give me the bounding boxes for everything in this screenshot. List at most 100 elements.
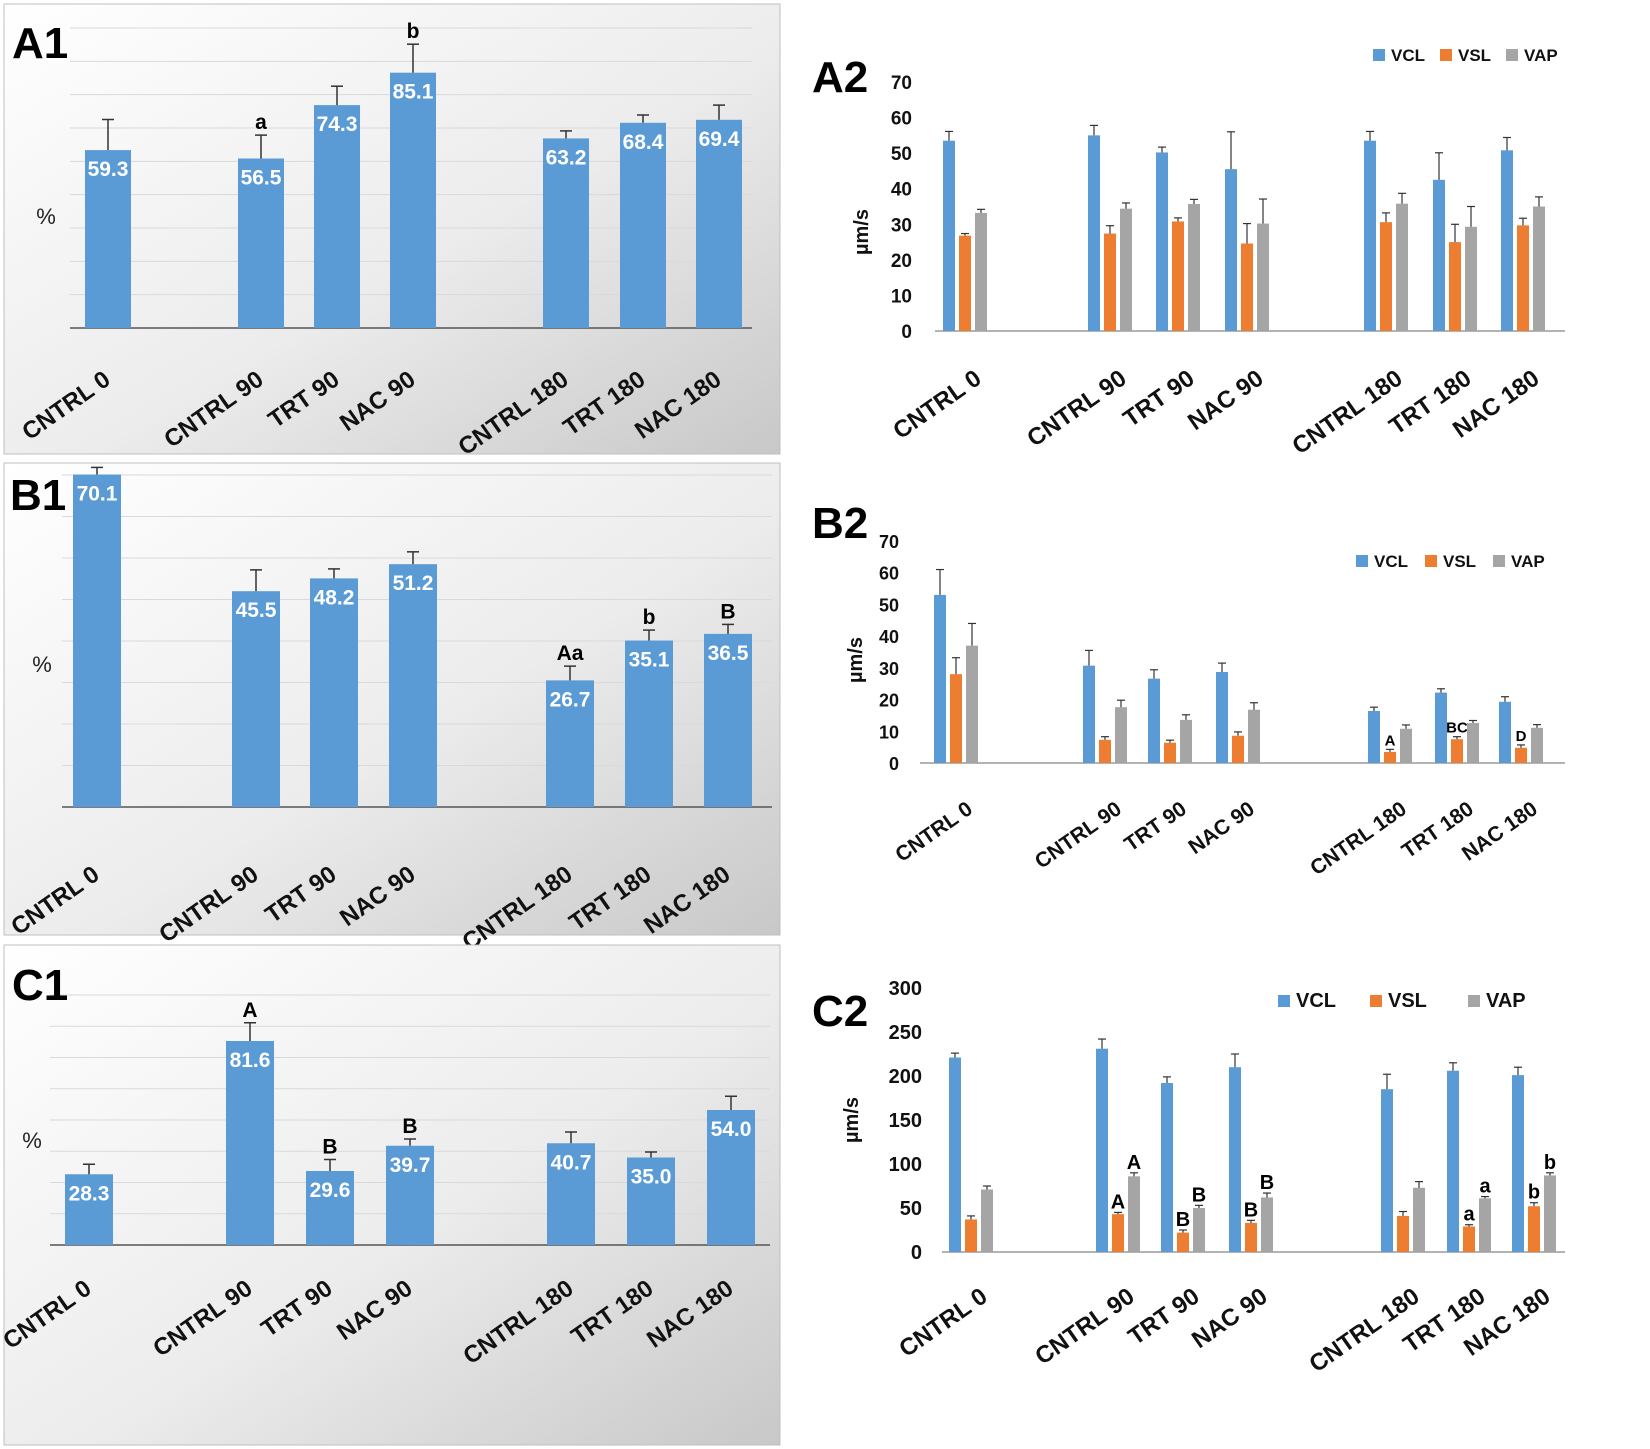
bar-vap — [981, 1189, 993, 1252]
legend-swatch-vsl — [1425, 555, 1437, 567]
y-tick-label: 70 — [891, 73, 912, 94]
bar-vsl — [1172, 221, 1184, 331]
legend-label-vsl: VSL — [1443, 552, 1476, 571]
y-tick-label: 60 — [879, 564, 899, 584]
bar-vcl — [1161, 1083, 1173, 1252]
bar-vcl — [1229, 1067, 1241, 1252]
x-tick-label: CNTRL 0 — [891, 797, 977, 866]
y-tick-label: 300 — [889, 978, 922, 1000]
x-tick-label: CNTRL 90 — [1030, 1283, 1139, 1371]
x-tick-label: CNTRL 180 — [1287, 365, 1407, 460]
chart-title: B1 — [10, 471, 66, 520]
data-label: 36.5 — [708, 642, 749, 665]
x-tick-label: CNTRL 180 — [1306, 797, 1411, 880]
y-tick-label: 10 — [879, 722, 899, 742]
data-label: 39.7 — [390, 1154, 431, 1177]
bar — [306, 1171, 354, 1245]
legend-swatch-vap — [1506, 49, 1518, 61]
data-label: 54.0 — [711, 1118, 752, 1141]
chart-b2: B2 µm/s 0 10 20 30 40 50 60 70 A BC D CNTRL 0 CNTRL 90… — [812, 499, 1565, 880]
y-tick-label: 200 — [889, 1066, 922, 1088]
bar-vap — [1128, 1176, 1140, 1252]
y-tick-label: 250 — [889, 1022, 922, 1044]
significance-letter: a — [1479, 1176, 1491, 1198]
bar-vap — [1193, 1208, 1205, 1252]
significance-letter: B — [1244, 1199, 1258, 1221]
bar-vap — [1120, 208, 1132, 331]
data-label: 28.3 — [69, 1182, 110, 1205]
legend-swatch-vap — [1493, 555, 1505, 567]
y-axis-label: % — [36, 204, 56, 229]
x-tick-label: TRT 90 — [1118, 365, 1199, 433]
bar-vsl — [1384, 751, 1396, 763]
legend-swatch-vsl — [1370, 995, 1382, 1007]
significance-letter: A — [1111, 1191, 1125, 1213]
data-label: 26.7 — [550, 688, 591, 711]
bar-vcl — [1435, 692, 1447, 763]
y-tick-label: 100 — [889, 1154, 922, 1176]
bar-vcl — [1156, 152, 1168, 331]
legend-swatch-vcl — [1278, 995, 1290, 1007]
y-tick-label: 70 — [879, 532, 899, 552]
y-tick-label: 10 — [891, 286, 912, 307]
significance-letter: b — [643, 606, 656, 629]
data-label: 74.3 — [317, 113, 358, 136]
bar — [226, 1041, 274, 1245]
bar-vsl — [1528, 1206, 1540, 1252]
bar — [546, 680, 594, 807]
bar-vsl — [1232, 735, 1244, 763]
y-tick-label: 50 — [900, 1198, 922, 1220]
data-label: 85.1 — [393, 81, 434, 104]
bar — [232, 591, 280, 807]
bar-vsl — [1245, 1222, 1257, 1252]
legend-swatch-vcl — [1373, 49, 1385, 61]
bar-vsl — [1397, 1215, 1409, 1252]
bar-vsl — [1451, 739, 1463, 763]
chart-title: C2 — [812, 987, 868, 1036]
bar — [696, 119, 742, 328]
significance-letter: a — [1463, 1204, 1475, 1226]
bar-vap — [1257, 223, 1269, 331]
bar — [390, 72, 436, 328]
significance-letter: B — [402, 1115, 417, 1138]
bar-vap — [1465, 226, 1477, 331]
legend-swatch-vcl — [1356, 555, 1368, 567]
bar-vsl — [959, 235, 971, 331]
significance-letter: a — [255, 111, 267, 134]
y-axis-label: % — [32, 652, 52, 677]
legend-label-vap: VAP — [1511, 552, 1545, 571]
bar-vsl — [1517, 225, 1529, 331]
bar-vap — [1188, 204, 1200, 331]
bar-vcl — [934, 594, 946, 763]
bar — [627, 1157, 675, 1245]
legend-label-vcl: VCL — [1374, 552, 1408, 571]
legend-label-vcl: VCL — [1296, 990, 1336, 1012]
legend-swatch-vsl — [1440, 49, 1452, 61]
y-axis-label: % — [22, 1128, 42, 1153]
bar-vcl — [1501, 150, 1513, 331]
data-label: 70.1 — [77, 483, 118, 506]
bar — [73, 474, 121, 807]
bar-vsl — [1099, 739, 1111, 763]
bar-vcl — [1083, 665, 1095, 763]
data-label: 59.3 — [88, 158, 129, 181]
bar — [310, 578, 358, 807]
y-tick-label: 60 — [891, 109, 912, 130]
bar-vap — [1467, 723, 1479, 763]
legend-label-vcl: VCL — [1391, 46, 1425, 65]
bar-vap — [1261, 1197, 1273, 1252]
bar-vcl — [1512, 1075, 1524, 1252]
significance-letter: B — [1192, 1184, 1206, 1206]
bar — [620, 122, 666, 328]
y-tick-label: 0 — [901, 322, 912, 343]
bar-vcl — [1096, 1048, 1108, 1252]
y-tick-label: 30 — [891, 215, 912, 236]
bar — [707, 1110, 755, 1245]
data-label: 56.5 — [241, 167, 282, 190]
bar-vap — [975, 212, 987, 331]
data-label: 48.2 — [314, 586, 355, 609]
chart-title: C1 — [12, 961, 68, 1010]
bar-vcl — [1148, 678, 1160, 763]
